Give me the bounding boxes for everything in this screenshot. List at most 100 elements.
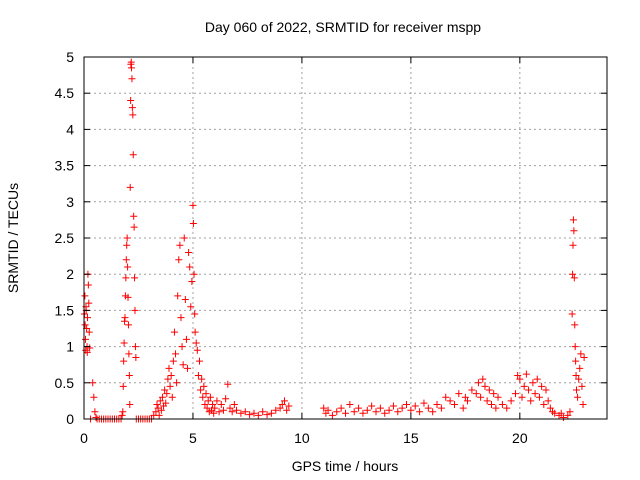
data-point: [122, 256, 130, 264]
data-point: [124, 321, 132, 329]
data-point: [189, 220, 197, 228]
data-point: [368, 402, 376, 410]
data-point: [179, 361, 187, 369]
data-point: [267, 409, 275, 417]
data-point: [398, 404, 406, 412]
data-point: [446, 397, 454, 405]
data-point: [184, 364, 192, 372]
data-point: [182, 335, 190, 343]
data-point: [538, 382, 546, 390]
data-point: [177, 314, 185, 322]
data-point: [124, 293, 132, 301]
data-point: [564, 411, 572, 419]
y-tick-label: 5: [66, 49, 74, 65]
data-point: [429, 408, 437, 416]
data-point: [533, 375, 541, 383]
data-point: [490, 390, 498, 398]
data-point: [569, 241, 577, 249]
data-point: [570, 274, 578, 282]
data-point: [494, 393, 502, 401]
data-point: [551, 409, 559, 417]
data-point: [464, 397, 472, 405]
data-point: [121, 314, 129, 322]
data-point: [131, 306, 139, 314]
data-point: [514, 372, 522, 380]
data-point: [481, 382, 489, 390]
data-point: [187, 303, 195, 311]
y-tick-label: 0.5: [55, 375, 75, 391]
data-point: [228, 408, 236, 416]
data-point: [191, 310, 199, 318]
data-point: [385, 406, 393, 414]
data-point: [82, 335, 90, 343]
data-point: [81, 292, 89, 300]
data-point: [522, 370, 530, 378]
data-point: [193, 346, 201, 354]
data-point: [577, 350, 585, 358]
axis-ticks: 0 0.5 1 1.5 2 2.5 3 3.5 4 4.5 5 0 5 10 15 20: [55, 49, 607, 446]
data-point: [128, 75, 136, 83]
data-point: [278, 401, 286, 409]
data-point: [546, 404, 554, 412]
data-point: [192, 339, 200, 347]
data-point: [186, 263, 194, 271]
data-point: [164, 375, 172, 383]
data-point: [461, 393, 469, 401]
data-point: [169, 357, 177, 365]
data-point: [127, 96, 135, 104]
data-point: [411, 402, 419, 410]
y-tick-label: 4: [66, 121, 74, 137]
data-point: [320, 404, 328, 412]
data-point: [156, 397, 164, 405]
data-point: [568, 310, 576, 318]
x-axis-label: GPS time / hours: [292, 458, 399, 474]
data-point: [210, 409, 218, 417]
data-point: [188, 277, 196, 285]
data-point: [578, 382, 586, 390]
data-point: [557, 409, 565, 417]
data-point: [488, 401, 496, 409]
data-point: [89, 379, 97, 387]
data-point: [241, 408, 249, 416]
data-point: [165, 364, 173, 372]
data-point: [157, 406, 165, 414]
data-point: [173, 379, 181, 387]
data-point: [86, 344, 94, 352]
data-point: [479, 375, 487, 383]
data-point: [575, 375, 583, 383]
data-point: [569, 216, 577, 224]
data-point: [198, 375, 206, 383]
data-point: [211, 404, 219, 412]
data-point: [337, 404, 345, 412]
data-point: [570, 227, 578, 235]
x-tick-label: 5: [189, 430, 197, 446]
data-point: [199, 393, 207, 401]
data-point: [158, 393, 166, 401]
data-point: [529, 379, 537, 387]
data-point: [477, 393, 485, 401]
data-point: [350, 408, 358, 416]
data-point: [518, 393, 526, 401]
data-point: [125, 350, 133, 358]
data-point: [579, 401, 587, 409]
data-point: [155, 411, 163, 419]
data-point: [152, 408, 160, 416]
data-point: [472, 390, 480, 398]
data-point: [168, 393, 176, 401]
data-point: [131, 343, 139, 351]
data-point: [492, 404, 500, 412]
data-point: [254, 411, 262, 419]
data-point: [163, 390, 171, 398]
data-point: [259, 408, 267, 416]
data-point: [119, 408, 127, 416]
x-tick-label: 15: [403, 430, 419, 446]
data-point: [516, 375, 524, 383]
data-point: [542, 386, 550, 394]
data-point: [118, 411, 126, 419]
data-point: [416, 408, 424, 416]
data-point: [217, 401, 225, 409]
data-point: [572, 372, 580, 380]
data-point: [511, 390, 519, 398]
data-point: [572, 386, 580, 394]
data-point: [485, 386, 493, 394]
